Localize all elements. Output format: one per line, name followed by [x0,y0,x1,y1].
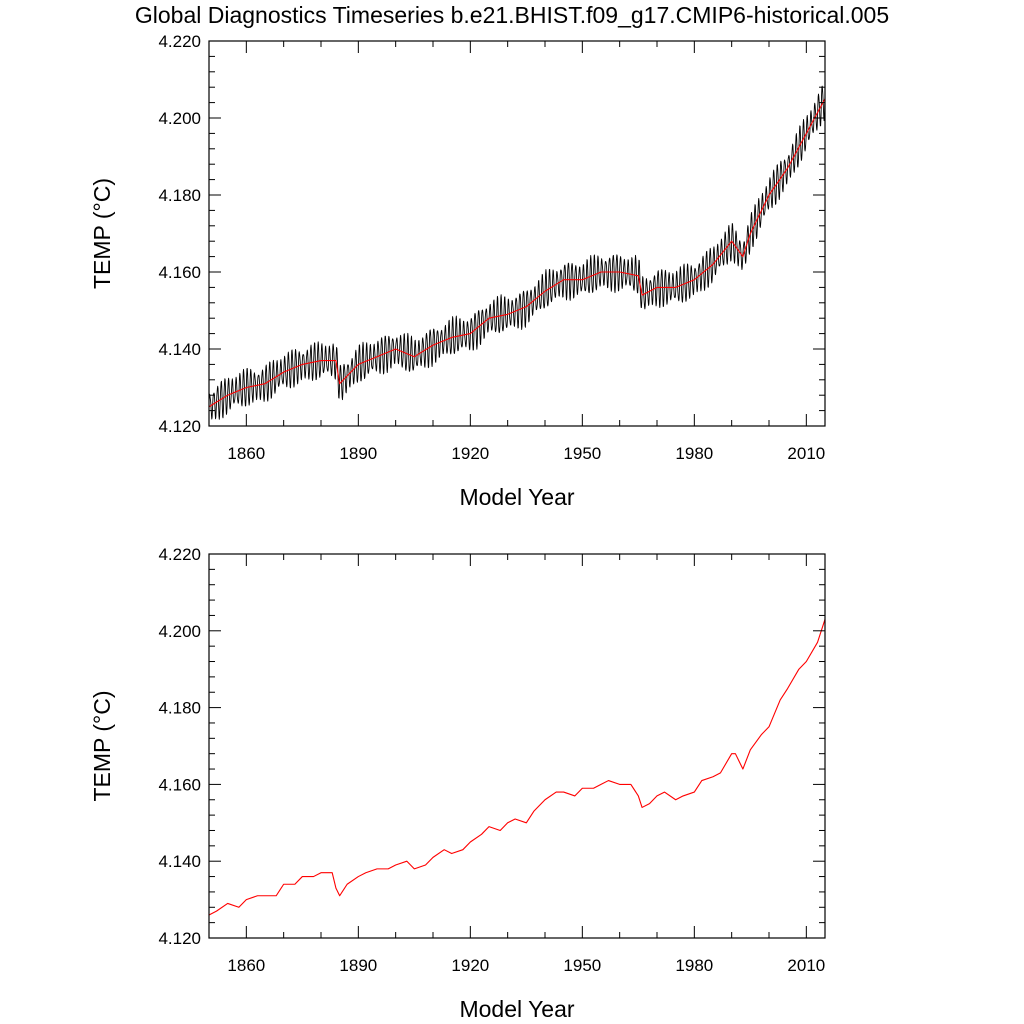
panel-1-y-tick-label: 4.180 [158,186,201,205]
panel-2-y-tick-label: 4.220 [158,545,201,564]
panel-1-x-tick-label: 1920 [451,444,489,463]
panel-2-plot-frame [208,553,826,939]
panel-2-y-tick-label: 4.160 [158,775,201,794]
panel-2-y-tick-label: 4.140 [158,852,201,871]
panel-1-x-tick-label: 2010 [787,444,825,463]
panel-2-x-axis-title: Model Year [459,996,574,1022]
panel-1-y-tick-label: 4.120 [158,417,201,436]
panel-1-y-tick-label: 4.140 [158,340,201,359]
panel-2-x-tick-label: 1860 [227,956,265,975]
panel-2-series-annual-line [208,619,826,916]
chart-title: Global Diagnostics Timeseries b.e21.BHIS… [134,2,890,28]
panel-1-y-tick-label: 4.220 [158,32,201,51]
panel-2-y-axis-title: TEMP (°C) [89,691,115,802]
panel-2-y-tick-label: 4.180 [158,699,201,718]
panel-1-x-tick-label: 1890 [339,444,377,463]
panel-1-x-axis-title: Model Year [459,484,574,510]
panel-1-y-axis-title: TEMP (°C) [89,178,115,289]
panel-2-x-tick-label: 1920 [451,956,489,975]
panel-1-plot-frame [208,40,826,427]
panel-1-series-annual-line [208,98,826,408]
panel-1-y-tick-label: 4.200 [158,109,201,128]
panel-2-y-tick-label: 4.120 [158,929,201,948]
panel-1-x-tick-label: 1860 [227,444,265,463]
panel-2-x-tick-label: 1890 [339,956,377,975]
panel-1-x-tick-label: 1950 [563,444,601,463]
panel-1-y-tick-label: 4.160 [158,263,201,282]
panel-2-x-tick-label: 1950 [563,956,601,975]
panel-1-series-monthly-line [208,85,826,420]
panel-2-x-tick-label: 1980 [675,956,713,975]
panel-1-x-tick-label: 1980 [675,444,713,463]
panel-2-x-tick-label: 2010 [787,956,825,975]
panel-2-y-tick-label: 4.200 [158,622,201,641]
